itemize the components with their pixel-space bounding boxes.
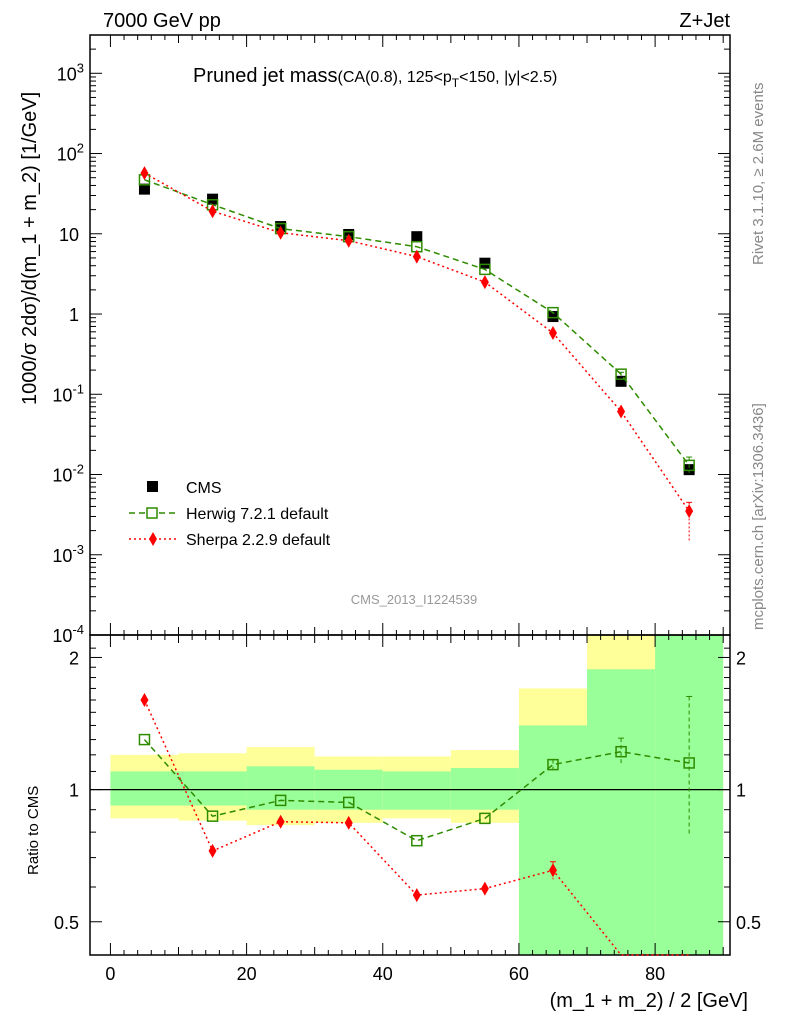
ratio-point-5 [480,881,489,896]
band-inner-4 [382,771,451,810]
main-line-sherpa [144,172,690,512]
ratio-series-sherpa [140,692,690,956]
ratio-point-2 [276,814,285,829]
legend-marker-sherpa [149,532,157,546]
main-point-1 [208,204,217,219]
legend-label-cms: CMS [186,480,222,497]
ratio-point-0 [140,692,149,707]
analysis-id: CMS_2013_I1224539 [351,592,478,607]
band-inner-6 [518,725,588,955]
ratio-y-tick-label-right-1: 1 [736,781,746,801]
x-axis-label: (m_1 + m_2) / 2 [GeV] [550,990,748,1012]
legend-label-herwig: Herwig 7.2.1 default [186,506,329,523]
main-point-7 [615,375,627,387]
x-tick-label-2: 40 [373,964,393,984]
main-series-cms [138,183,695,476]
main-point-0 [138,183,150,195]
ratio-point-3 [342,796,355,809]
main-y-tick-label-0: 10-4 [52,622,84,646]
main-y-tick-label-4: 1 [69,305,79,325]
main-point-6 [548,326,557,341]
main-point-6 [547,306,559,319]
legend-label-sherpa: Sherpa 2.2.9 default [186,532,331,549]
main-point-2 [276,225,285,240]
main-y-axis-label: 1000/σ 2dσ)/d(m_1 + m_2) [1/GeV] [19,92,41,405]
main-y-tick-label-1: 10-3 [52,542,84,566]
ratio-y-tick-label-right-0: 0.5 [736,913,761,933]
ratio-point-3 [344,815,353,830]
x-tick-label-3: 60 [509,964,529,984]
main-point-4 [411,231,423,243]
plot-title-cuts-sub: T [452,76,460,90]
ratio-point-6 [548,863,557,878]
ratio-y-tick-label-right-2: 2 [736,648,746,668]
main-y-tick-label-2: 10-2 [52,462,84,486]
ratio-point-4 [411,834,423,847]
energy-label: 7000 GeV pp [103,10,221,32]
main-y-tick-label-5: 10 [59,225,79,245]
band-inner-7 [587,669,656,955]
main-point-7 [617,404,626,419]
plot-title-cuts: (CA(0.8), 125<p [338,69,452,86]
ratio-point-1 [206,810,219,822]
main-series-sherpa [140,166,694,541]
plot-title: Pruned jet mass(CA(0.8), 125<pT<150, |y|… [193,65,557,90]
band-inner-2 [246,766,315,810]
ratio-point-2 [274,794,287,807]
legend-marker-cms [147,481,158,492]
main-point-8 [683,459,695,472]
main-line-herwig [144,179,690,466]
ratio-point-8 [683,757,695,769]
ratio-y-axis-label: Ratio to CMS [25,786,42,875]
mcplots-label: mcplots.cern.ch [arXiv:1306.3436] [750,403,767,630]
band-inner-5 [450,768,519,810]
plot-marks: 0 20 40 60 80 10-4 10-3 10-2 10-1 1 10 102 103 0.5 0.5… [52,34,761,984]
ratio-line-herwig [143,739,690,842]
rivet-label: Rivet 3.1.10, ≥ 2.6M events [750,83,767,266]
ratio-point-1 [208,843,217,858]
main-y-tick-label-3: 10-1 [52,381,84,405]
ratio-y-tick-label-left-0: 0.5 [54,913,79,933]
main-point-5 [480,275,489,290]
main-y-tick-label-7: 103 [57,60,84,84]
main-point-8 [685,504,694,519]
main-y-tick-label-6: 102 [57,141,84,165]
legend: CMS Herwig 7.2.1 default Sherpa 2.2.9 de… [129,480,331,549]
band-inner-1 [178,771,247,806]
main-point-0 [140,166,149,181]
ratio-point-7 [615,745,627,758]
x-tick-label-4: 80 [645,964,665,984]
main-point-5 [479,257,491,269]
ratio-series-herwig [138,695,695,847]
x-tick-label-1: 20 [237,964,257,984]
main-point-5 [479,263,491,276]
main-point-4 [412,249,421,264]
band-inner-0 [110,771,179,806]
main-point-6 [547,311,559,323]
legend-marker-herwig [146,507,158,519]
main-point-7 [615,368,627,380]
ratio-point-5 [479,812,491,825]
axis-ticks [90,34,730,955]
ratio-uncertainty-bands [110,635,724,955]
x-tick-label-0: 0 [105,964,115,984]
plot-title-cuts-post: <150, |y|<2.5) [459,69,557,86]
main-point-3 [344,233,353,248]
ratio-point-0 [138,733,151,746]
main-series-herwig [138,174,695,473]
ratio-point-4 [412,888,421,903]
process-label: Z+Jet [679,10,730,32]
ratio-y-tick-label-left-1: 1 [69,781,79,801]
plot-title-main: Pruned jet mass [193,65,338,87]
ratio-point-6 [547,758,559,771]
ratio-y-tick-label-left-2: 2 [69,648,79,668]
